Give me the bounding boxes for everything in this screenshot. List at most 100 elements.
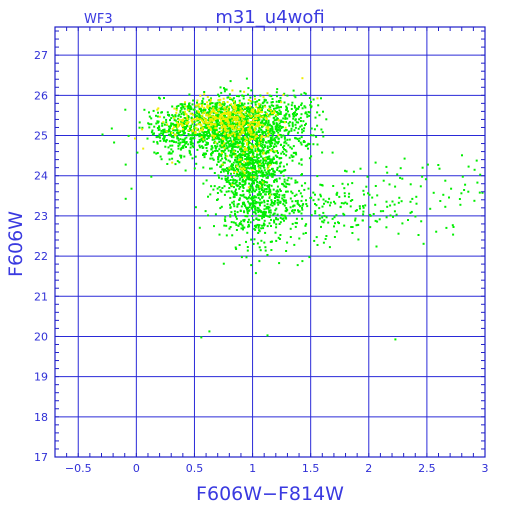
yellow-point bbox=[229, 116, 232, 119]
yellow-point bbox=[196, 104, 199, 107]
green-point bbox=[305, 145, 308, 148]
green-point bbox=[252, 188, 255, 191]
green-point bbox=[259, 94, 262, 97]
green-point bbox=[141, 126, 144, 129]
green-point bbox=[349, 205, 352, 208]
green-point bbox=[266, 145, 269, 148]
green-point bbox=[165, 121, 168, 124]
green-point bbox=[276, 118, 278, 121]
yellow-point bbox=[209, 129, 212, 131]
green-point bbox=[216, 150, 219, 152]
green-point bbox=[333, 216, 336, 219]
green-point bbox=[224, 175, 227, 178]
yellow-point bbox=[254, 121, 257, 124]
green-point bbox=[256, 158, 259, 161]
green-point bbox=[284, 216, 287, 219]
green-point bbox=[199, 121, 201, 124]
green-point bbox=[270, 95, 273, 98]
green-point bbox=[295, 114, 297, 117]
green-point bbox=[248, 167, 251, 170]
green-point bbox=[256, 206, 259, 209]
yellow-point bbox=[201, 120, 204, 123]
green-point bbox=[168, 134, 171, 136]
green-point bbox=[231, 234, 234, 237]
green-point bbox=[234, 222, 237, 225]
green-point bbox=[313, 128, 316, 131]
yellow-point bbox=[261, 181, 264, 184]
green-point bbox=[244, 204, 247, 207]
green-point bbox=[244, 158, 247, 161]
green-point bbox=[284, 149, 287, 151]
green-point bbox=[219, 121, 222, 124]
green-point bbox=[163, 135, 166, 138]
yellow-point bbox=[254, 118, 257, 120]
green-point bbox=[261, 130, 264, 133]
green-point bbox=[252, 115, 255, 118]
yellow-point bbox=[253, 127, 256, 130]
green-point bbox=[155, 136, 158, 139]
green-point bbox=[263, 213, 266, 216]
green-point bbox=[176, 135, 179, 138]
green-point bbox=[268, 157, 271, 160]
green-point bbox=[269, 127, 272, 130]
green-point bbox=[297, 203, 300, 206]
yellow-point bbox=[237, 135, 240, 138]
yellow-point bbox=[182, 124, 185, 127]
yellow-point bbox=[189, 112, 192, 115]
green-point bbox=[333, 200, 335, 203]
green-point bbox=[158, 97, 161, 100]
green-point bbox=[325, 118, 328, 121]
green-point bbox=[302, 232, 305, 235]
yellow-point bbox=[283, 121, 286, 124]
green-point bbox=[268, 173, 271, 176]
green-point bbox=[241, 153, 244, 156]
green-point bbox=[216, 114, 219, 117]
green-point bbox=[395, 213, 398, 216]
green-point bbox=[249, 197, 252, 200]
green-point bbox=[207, 123, 210, 126]
green-point bbox=[242, 187, 245, 189]
green-point bbox=[190, 107, 193, 110]
green-point bbox=[255, 131, 258, 134]
green-point bbox=[183, 103, 186, 106]
yellow-point bbox=[222, 112, 224, 115]
green-point bbox=[191, 145, 194, 148]
green-point bbox=[270, 218, 272, 221]
green-point bbox=[168, 151, 171, 154]
green-point bbox=[409, 183, 412, 186]
green-point bbox=[216, 137, 219, 140]
green-point bbox=[225, 169, 228, 172]
green-point bbox=[265, 207, 268, 210]
green-point bbox=[231, 182, 234, 184]
green-point bbox=[198, 113, 201, 116]
yellow-point bbox=[171, 131, 173, 134]
green-point bbox=[218, 186, 221, 189]
green-point bbox=[184, 137, 187, 140]
green-point bbox=[189, 134, 192, 137]
green-point bbox=[286, 179, 289, 182]
green-point bbox=[219, 189, 222, 192]
green-point bbox=[240, 166, 243, 169]
green-point bbox=[251, 199, 254, 202]
green-point bbox=[151, 133, 154, 136]
green-point bbox=[302, 120, 305, 123]
green-point bbox=[213, 138, 216, 141]
green-point bbox=[130, 187, 133, 190]
green-point bbox=[382, 179, 385, 182]
green-point bbox=[343, 224, 346, 227]
green-point bbox=[247, 209, 250, 212]
green-point bbox=[358, 205, 361, 208]
yellow-point bbox=[228, 167, 231, 170]
yellow-point bbox=[181, 124, 183, 127]
green-point bbox=[241, 178, 244, 181]
green-point bbox=[200, 102, 203, 105]
green-point bbox=[211, 151, 214, 154]
yellow-point bbox=[227, 129, 230, 132]
green-point bbox=[259, 181, 262, 184]
yellow-point bbox=[188, 125, 191, 128]
green-point bbox=[308, 114, 311, 117]
yellow-point bbox=[197, 110, 200, 113]
y-tick-label: 25 bbox=[34, 130, 48, 143]
yellow-point bbox=[208, 118, 211, 121]
